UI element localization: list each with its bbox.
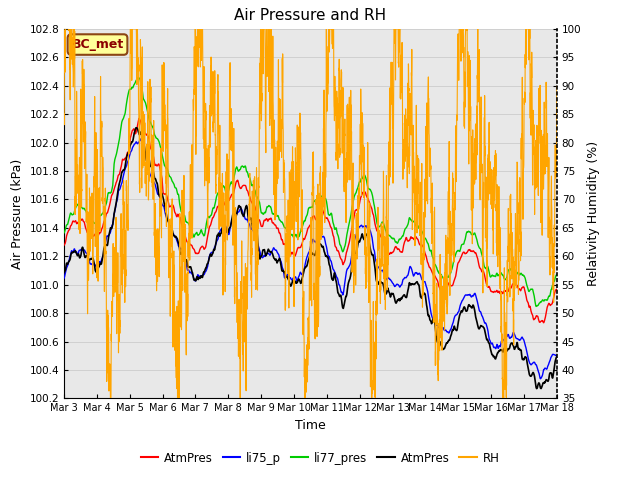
Y-axis label: Air Pressure (kPa): Air Pressure (kPa)	[11, 158, 24, 269]
Legend: AtmPres, li75_p, li77_pres, AtmPres, RH: AtmPres, li75_p, li77_pres, AtmPres, RH	[136, 447, 504, 469]
Title: Air Pressure and RH: Air Pressure and RH	[234, 9, 387, 24]
Y-axis label: Relativity Humidity (%): Relativity Humidity (%)	[587, 141, 600, 286]
X-axis label: Time: Time	[295, 419, 326, 432]
Text: BC_met: BC_met	[72, 38, 124, 51]
